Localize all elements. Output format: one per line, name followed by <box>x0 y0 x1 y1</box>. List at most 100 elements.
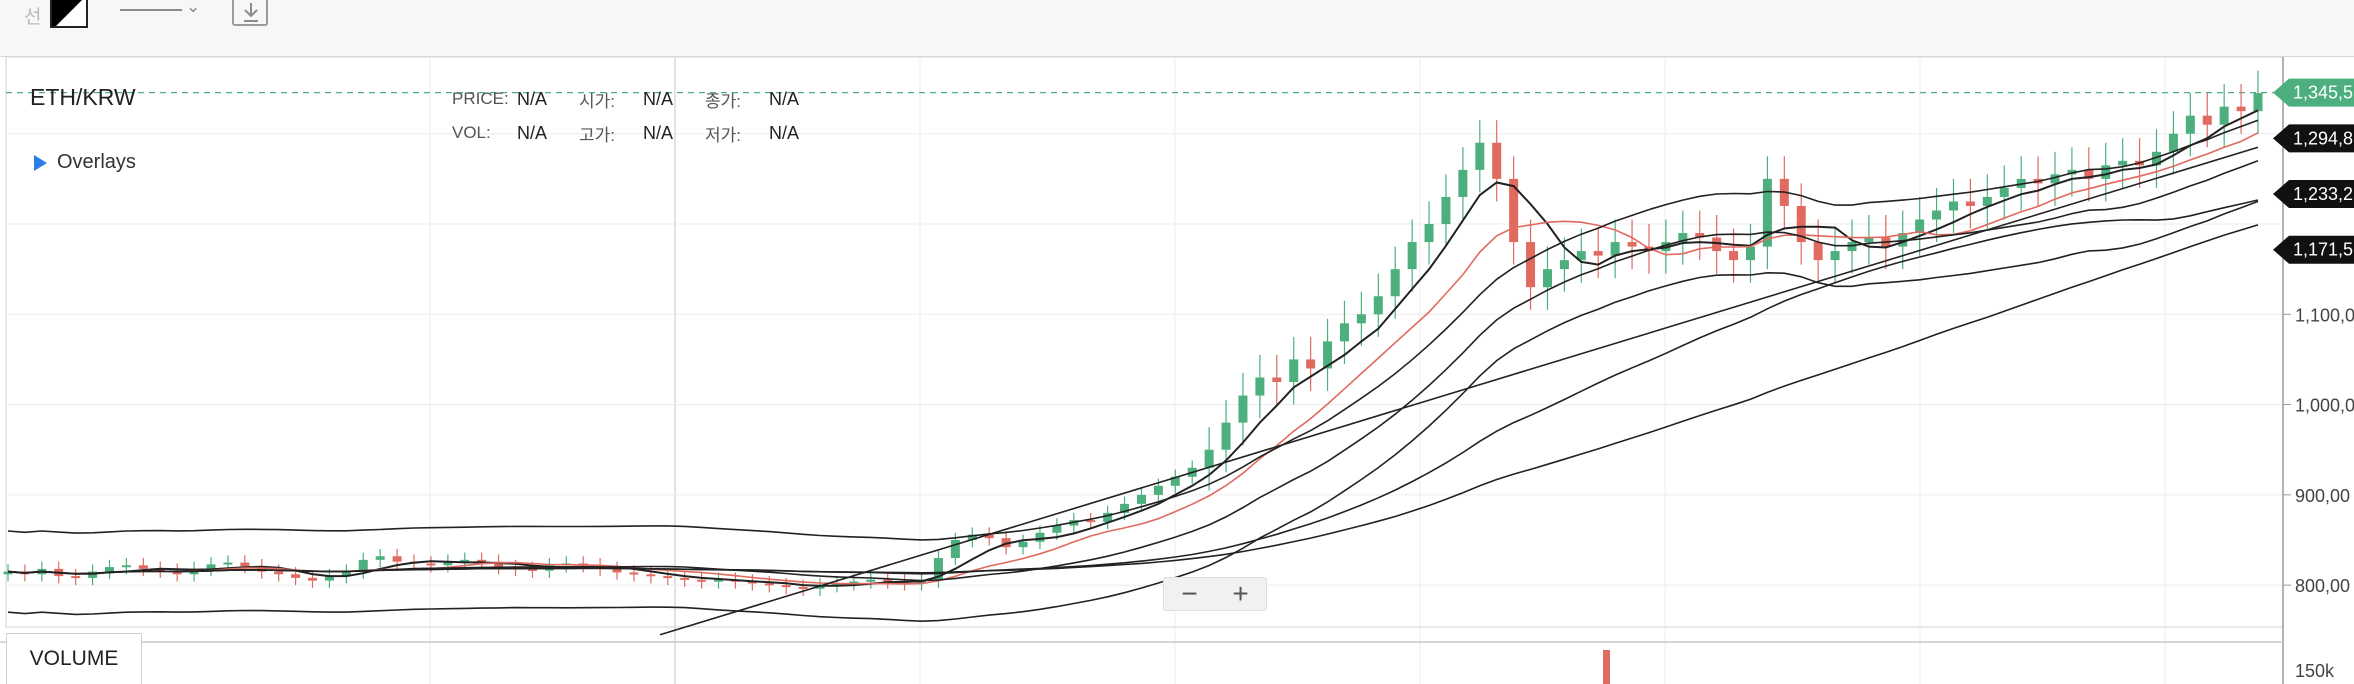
low-value: N/A <box>769 122 800 143</box>
candle-up <box>2118 160 2128 166</box>
pair-label: ETH/KRW <box>30 84 136 110</box>
candle-down <box>257 566 267 572</box>
chart-area[interactable]: 1,100,0 1,000,0 900,00 800,00 150k 1,345,5 1,2… <box>0 57 2354 684</box>
zoom-in-button[interactable]: + <box>1232 578 1249 609</box>
price-tag: 1,294,8 <box>2273 124 2354 153</box>
y-tick-label: 900,00 <box>2295 486 2350 506</box>
candle-up <box>460 559 470 562</box>
candle-up <box>967 534 977 540</box>
candle-up <box>832 583 842 586</box>
candle-up <box>933 558 943 581</box>
candle-down <box>646 574 656 577</box>
high-value: N/A <box>643 122 674 143</box>
candle-up <box>1982 196 1992 206</box>
candle-down <box>1306 359 1316 369</box>
candle-up <box>714 579 724 582</box>
candle-down <box>984 534 994 539</box>
candle-up <box>1170 476 1180 486</box>
candle-up <box>815 585 825 589</box>
candle-down <box>1627 242 1637 247</box>
candle-up <box>1864 237 1874 243</box>
download-button[interactable] <box>232 0 268 26</box>
vol-value: N/A <box>517 122 548 143</box>
price-value: N/A <box>517 88 548 109</box>
candle-up <box>206 564 216 569</box>
candle-up <box>324 576 334 581</box>
candle-down <box>1813 242 1823 261</box>
candle-up <box>1475 142 1485 170</box>
volume-pane-label: VOLUME <box>6 633 142 684</box>
line-style-dropdown[interactable]: ⌄ <box>120 0 206 22</box>
candle-up <box>2185 115 2195 134</box>
candle-down <box>291 574 301 578</box>
overlays-toggle[interactable]: Overlays <box>34 151 136 174</box>
candle-up <box>1373 296 1383 315</box>
price-tag-label: 1,171,5 <box>2293 240 2353 260</box>
price-tag: 1,233,2 <box>2273 180 2354 209</box>
low-label: 저가: <box>705 125 742 145</box>
candle-up <box>1610 242 1620 256</box>
candle-down <box>71 576 81 579</box>
price-label: PRICE: <box>452 89 509 108</box>
candle-down <box>1492 142 1502 179</box>
candle-up <box>1339 323 1349 342</box>
vol-label: VOL: <box>452 123 491 142</box>
candle-down <box>240 562 250 567</box>
volume-tick-label: 150k <box>2295 661 2335 681</box>
zoom-controls: − + <box>1163 577 1267 611</box>
candle-up <box>2219 106 2229 125</box>
candle-down <box>274 571 284 575</box>
y-tick-label: 1,100,0 <box>2295 305 2354 325</box>
candle-up <box>2067 169 2077 175</box>
candle-down <box>798 586 808 589</box>
candle-up <box>1103 512 1113 522</box>
close-label: 종가: <box>705 91 742 111</box>
y-tick-label: 1,000,0 <box>2295 396 2354 416</box>
candle-down <box>629 572 639 575</box>
candle-up <box>2168 133 2178 152</box>
candle-up <box>3 571 13 575</box>
candle-down <box>781 585 791 588</box>
price-tag-label: 1,233,2 <box>2293 184 2353 204</box>
candle-down <box>1509 178 1519 243</box>
candle-up <box>1915 219 1925 234</box>
candle-down <box>1526 242 1536 288</box>
candle-down <box>2084 169 2094 179</box>
candle-up <box>1576 251 1586 261</box>
price-chart[interactable]: 1,100,0 1,000,0 900,00 800,00 150k 1,345,5 1,2… <box>0 57 2354 684</box>
candle-down <box>2236 106 2246 112</box>
candle-up <box>1238 395 1248 423</box>
candle-up <box>1035 532 1045 542</box>
price-tag-label: 1,294,8 <box>2293 128 2353 148</box>
candle-up <box>1559 260 1569 270</box>
candle-up <box>1898 233 1908 247</box>
candle-down <box>494 561 504 568</box>
line-color-swatch-icon[interactable] <box>50 0 88 28</box>
ma-line-60 <box>7 224 2259 575</box>
candle-up <box>1542 269 1552 288</box>
price-tag-shape <box>2273 180 2354 209</box>
candle-down <box>612 568 622 573</box>
candle-down <box>1712 237 1722 252</box>
price-tag: 1,171,5 <box>2273 235 2354 264</box>
candle-up <box>1745 246 1755 261</box>
close-value: N/A <box>769 88 800 109</box>
candle-up <box>849 581 859 584</box>
band-lower <box>7 200 2259 623</box>
candle-up <box>1018 541 1028 548</box>
candle-up <box>105 567 115 572</box>
candle-up <box>1762 178 1772 247</box>
candle-down <box>1272 377 1282 382</box>
candle-up <box>950 539 960 559</box>
candle-up <box>1204 449 1214 468</box>
price-tag-label: 1,345,5 <box>2293 83 2353 103</box>
overlays-label: Overlays <box>57 151 136 173</box>
candle-down <box>697 579 707 582</box>
candle-up <box>1830 251 1840 261</box>
candle-up <box>1441 196 1451 225</box>
candle-up <box>443 561 453 566</box>
candle-down <box>1796 205 1806 243</box>
play-triangle-icon <box>34 154 47 171</box>
zoom-out-button[interactable]: − <box>1181 578 1198 609</box>
download-icon <box>244 3 258 22</box>
